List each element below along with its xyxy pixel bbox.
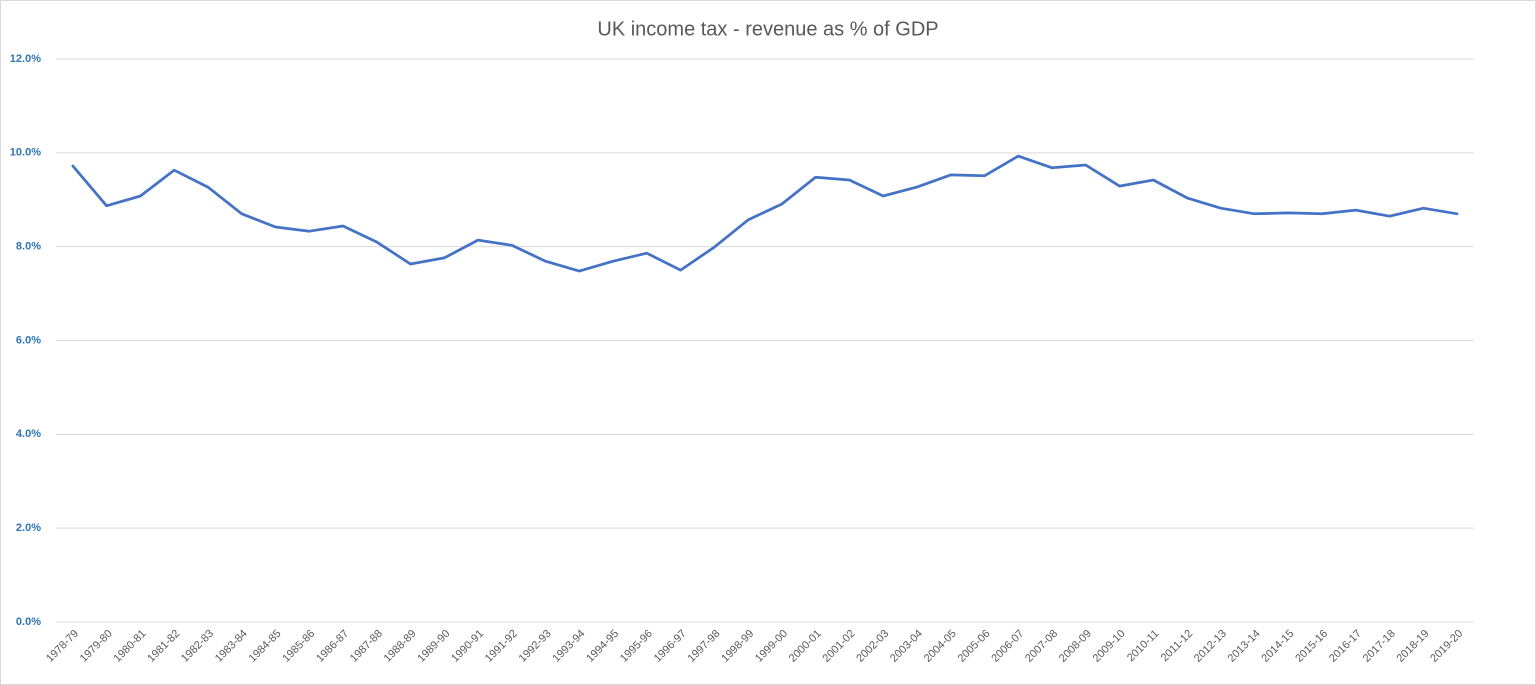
y-tick-label: 0.0% xyxy=(16,616,41,628)
y-tick-label: 2.0% xyxy=(16,522,41,534)
y-tick-label: 10.0% xyxy=(10,147,41,159)
data-line xyxy=(71,154,1459,273)
y-tick-label: 12.0% xyxy=(10,53,41,65)
y-tick-label: 4.0% xyxy=(16,428,41,440)
chart-title: UK income tax - revenue as % of GDP xyxy=(597,18,938,40)
y-tick-label: 6.0% xyxy=(16,334,41,346)
y-tick-label: 8.0% xyxy=(16,241,41,253)
